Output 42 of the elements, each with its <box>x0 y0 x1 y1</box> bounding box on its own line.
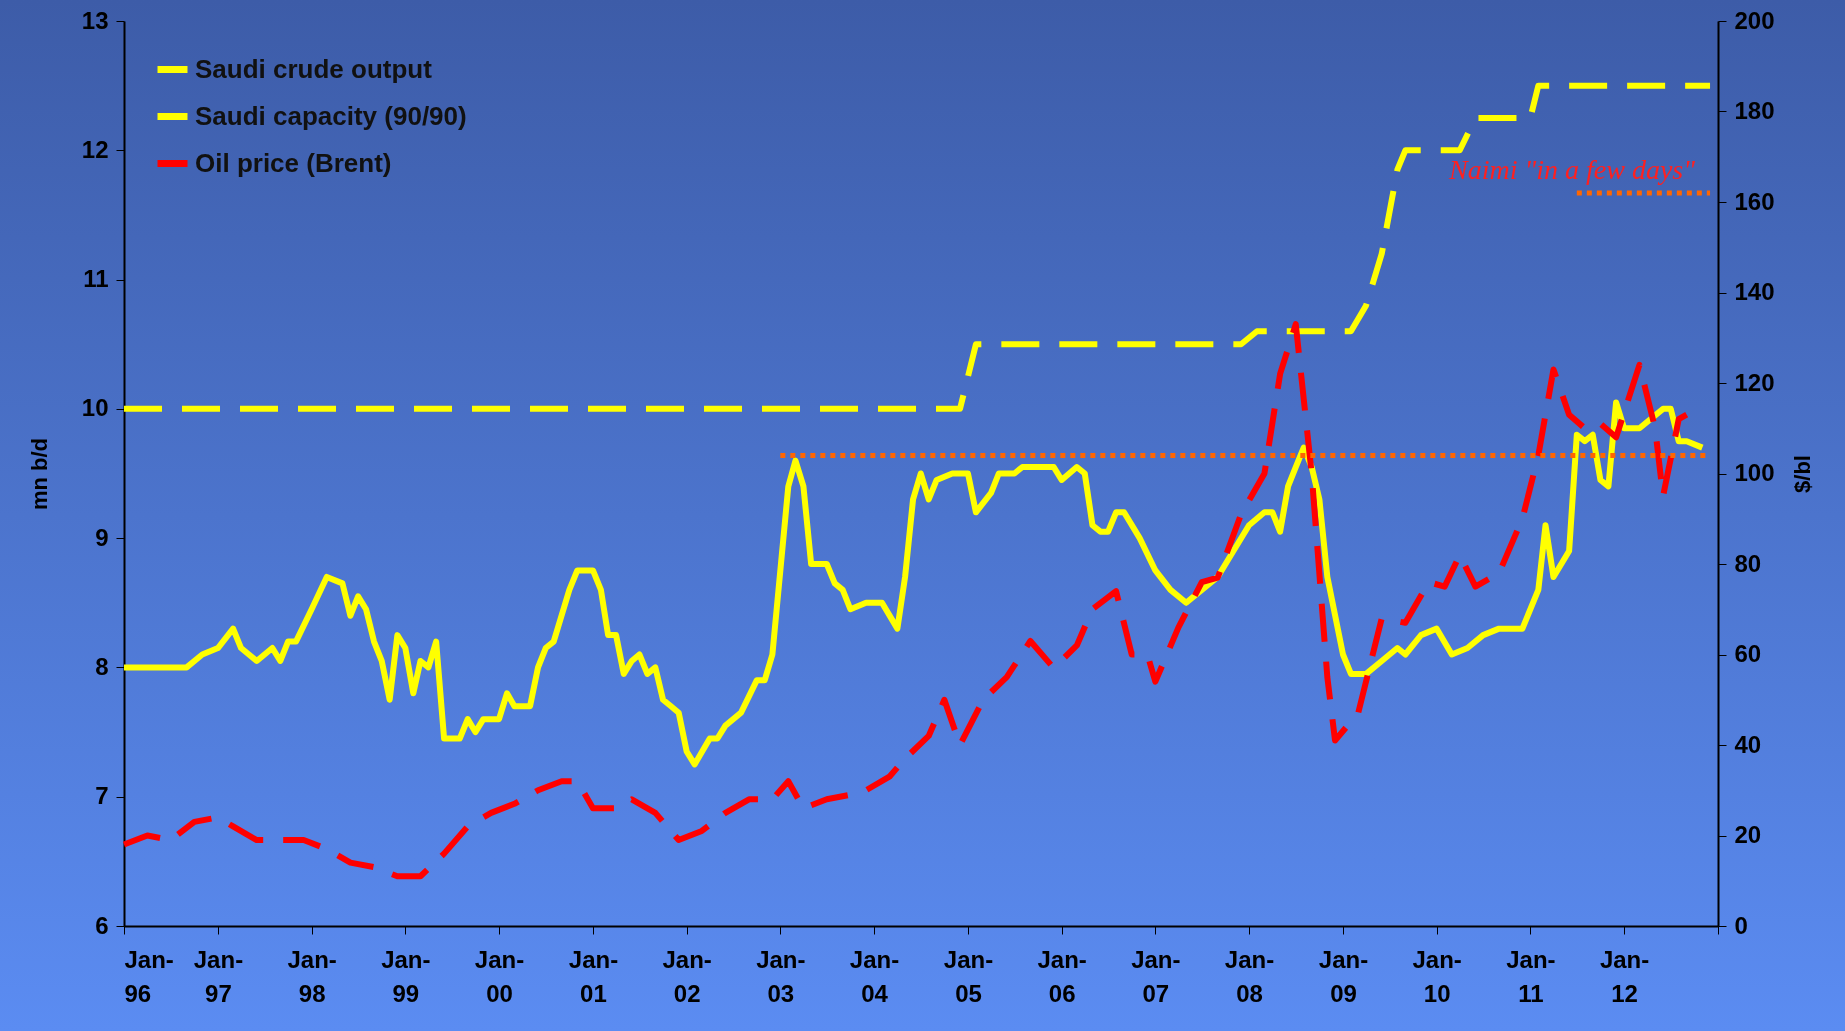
y-tick-label: 6 <box>95 911 109 939</box>
x-tick-label: Jan-03 <box>756 945 806 1007</box>
y-tick-label: 12 <box>81 135 109 163</box>
x-tick-label: Jan-00 <box>474 945 525 1007</box>
x-tick-label: Jan-96 <box>124 945 174 1007</box>
legend-label: Oil price (Brent) <box>195 147 392 178</box>
y2-tick-label: 200 <box>1734 6 1775 34</box>
y-tick-label: 7 <box>95 782 109 810</box>
y2-axis-title: $/bl <box>1789 455 1815 493</box>
legend-label: Saudi crude output <box>195 53 433 84</box>
y-tick-label: 11 <box>83 265 109 293</box>
x-tick-label: Jan-05 <box>943 945 994 1007</box>
y2-tick-label: 0 <box>1734 911 1748 939</box>
y2-tick-label: 160 <box>1734 187 1775 215</box>
y2-tick-label: 100 <box>1734 459 1775 486</box>
x-tick-label: Jan-08 <box>1224 945 1275 1007</box>
x-tick-label: Jan-04 <box>849 945 900 1007</box>
legend-label: Saudi capacity (90/90) <box>195 100 467 131</box>
x-tick-label: Jan-07 <box>1131 945 1181 1007</box>
y-tick-label: 13 <box>81 6 109 34</box>
y2-tick-label: 40 <box>1734 730 1762 758</box>
y-tick-label: 10 <box>81 394 109 422</box>
x-tick-label: Jan-97 <box>193 945 244 1007</box>
y-tick-label: 9 <box>95 523 109 551</box>
x-tick-label: Jan-99 <box>381 945 431 1007</box>
y-axis-title: mn b/d <box>26 437 52 511</box>
annotation: Naimi "in a few days" <box>1448 154 1696 185</box>
x-tick-label: Jan-01 <box>568 945 619 1007</box>
y2-tick-label: 140 <box>1734 278 1775 305</box>
x-tick-label: Jan-06 <box>1037 945 1087 1007</box>
y2-tick-label: 20 <box>1734 821 1762 848</box>
x-tick-label: Jan-98 <box>287 945 337 1007</box>
y2-tick-label: 60 <box>1734 640 1762 667</box>
x-tick-label: Jan-12 <box>1599 945 1650 1007</box>
x-tick-label: Jan-10 <box>1412 945 1462 1007</box>
y-tick-label: 8 <box>95 652 109 680</box>
x-tick-label: Jan-11 <box>1506 945 1556 1007</box>
y2-tick-label: 80 <box>1734 549 1762 577</box>
y2-tick-label: 180 <box>1734 97 1775 124</box>
x-tick-label: Jan-09 <box>1318 945 1369 1007</box>
x-tick-label: Jan-02 <box>662 945 712 1007</box>
y2-tick-label: 120 <box>1734 368 1775 396</box>
